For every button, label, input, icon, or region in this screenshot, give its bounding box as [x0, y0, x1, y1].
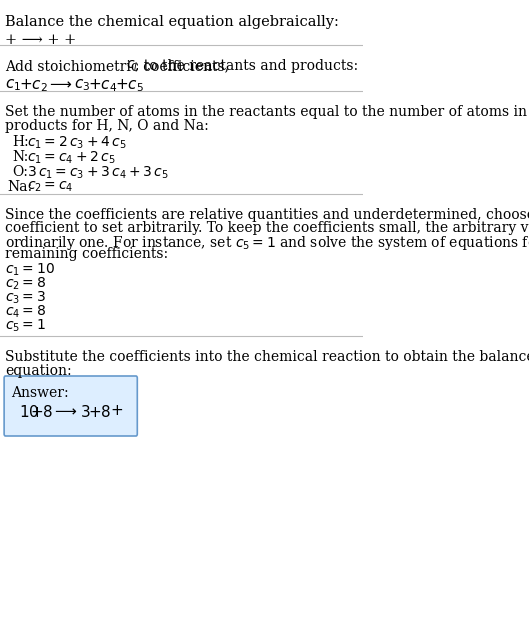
Text: + ⟶ + +: + ⟶ + +	[5, 33, 77, 47]
Text: $+ 8$: $+ 8$	[88, 404, 111, 420]
Text: Na:: Na:	[7, 180, 32, 194]
Text: H:: H:	[12, 135, 29, 149]
Text: $c_1$: $c_1$	[5, 77, 22, 93]
Text: $c_1 = 10$: $c_1 = 10$	[5, 262, 56, 278]
Text: $+ c_2$: $+ c_2$	[19, 77, 48, 94]
Text: $c_2 = c_4$: $c_2 = c_4$	[28, 180, 74, 194]
Text: , to the reactants and products:: , to the reactants and products:	[134, 59, 358, 73]
Text: Since the coefficients are relative quantities and underdetermined, choose a: Since the coefficients are relative quan…	[5, 208, 529, 222]
Text: coefficient to set arbitrarily. To keep the coefficients small, the arbitrary va: coefficient to set arbitrarily. To keep …	[5, 221, 529, 235]
Text: $c_3$: $c_3$	[74, 77, 90, 93]
Text: $c_1 = c_4 + 2\,c_5$: $c_1 = c_4 + 2\,c_5$	[28, 150, 116, 167]
Text: remaining coefficients:: remaining coefficients:	[5, 247, 169, 261]
Text: equation:: equation:	[5, 364, 72, 378]
Text: Substitute the coefficients into the chemical reaction to obtain the balanced: Substitute the coefficients into the che…	[5, 350, 529, 364]
Text: $c_i$: $c_i$	[125, 59, 138, 73]
Text: $\longrightarrow$: $\longrightarrow$	[52, 404, 78, 418]
Text: $c_5 = 1$: $c_5 = 1$	[5, 318, 47, 334]
Text: N:: N:	[12, 150, 29, 164]
Text: $c_3 = 3$: $c_3 = 3$	[5, 290, 47, 307]
Text: $+ 8$: $+ 8$	[30, 404, 53, 420]
Text: $+ c_5$: $+ c_5$	[115, 77, 144, 94]
Text: $3$: $3$	[80, 404, 90, 420]
Text: $+$: $+$	[110, 404, 123, 418]
Text: O:: O:	[12, 165, 28, 179]
Text: $10$: $10$	[19, 404, 40, 420]
FancyBboxPatch shape	[4, 376, 138, 436]
Text: $c_1 = 2\,c_3 + 4\,c_5$: $c_1 = 2\,c_3 + 4\,c_5$	[28, 135, 127, 151]
Text: Add stoichiometric coefficients,: Add stoichiometric coefficients,	[5, 59, 234, 73]
Text: $c_4 = 8$: $c_4 = 8$	[5, 304, 47, 320]
Text: ordinarily one. For instance, set $c_5 = 1$ and solve the system of equations fo: ordinarily one. For instance, set $c_5 =…	[5, 234, 529, 252]
Text: Balance the chemical equation algebraically:: Balance the chemical equation algebraica…	[5, 15, 340, 29]
Text: $c_2 = 8$: $c_2 = 8$	[5, 276, 47, 293]
Text: Answer:: Answer:	[11, 386, 69, 400]
Text: $+ c_4$: $+ c_4$	[88, 77, 117, 94]
Text: $\longrightarrow$: $\longrightarrow$	[47, 77, 73, 91]
Text: Set the number of atoms in the reactants equal to the number of atoms in the: Set the number of atoms in the reactants…	[5, 105, 529, 119]
Text: $3\,c_1 = c_3 + 3\,c_4 + 3\,c_5$: $3\,c_1 = c_3 + 3\,c_4 + 3\,c_5$	[28, 165, 169, 181]
Text: products for H, N, O and Na:: products for H, N, O and Na:	[5, 119, 209, 133]
